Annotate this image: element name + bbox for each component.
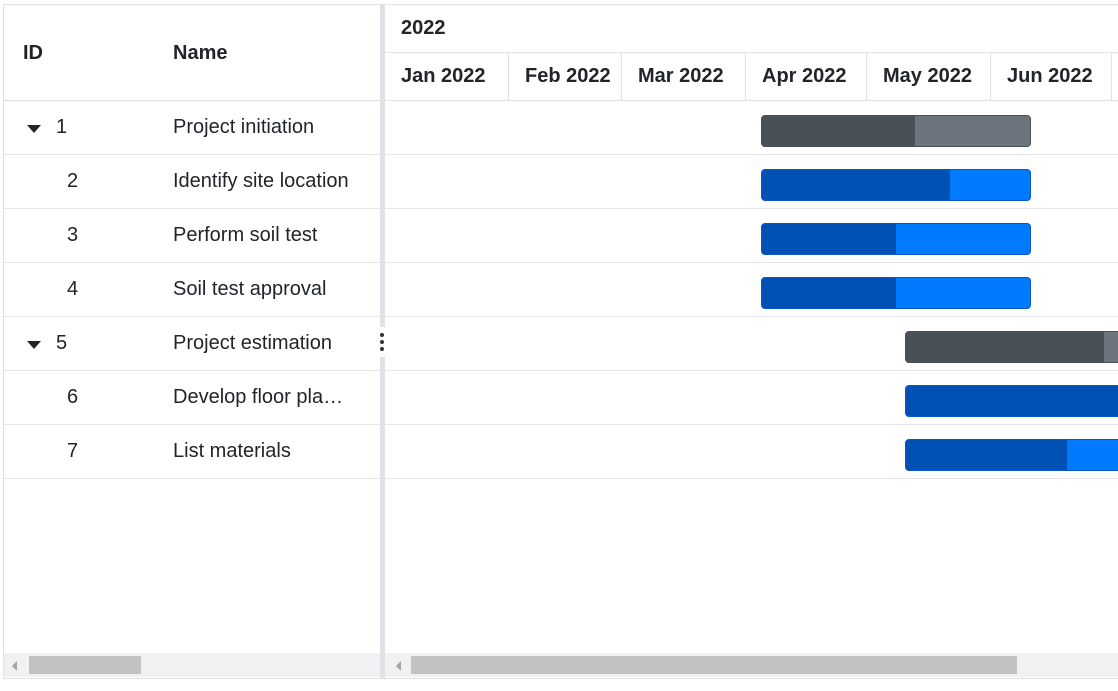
task-bar[interactable] — [905, 385, 1118, 417]
bar-progress — [906, 332, 1105, 362]
bar-progress — [762, 116, 915, 146]
row-name: Perform soil test — [173, 224, 318, 246]
chart-row — [385, 263, 1118, 317]
chart-row — [385, 101, 1118, 155]
scroll-left-arrow-icon[interactable] — [12, 661, 17, 671]
grid-row[interactable]: 1 Project initiation — [4, 101, 380, 155]
chart-row — [385, 371, 1118, 425]
row-id: 5 — [56, 332, 68, 354]
task-bar[interactable] — [761, 223, 1031, 255]
chart-row — [385, 209, 1118, 263]
timeline-scroll-thumb[interactable] — [411, 656, 1017, 674]
timeline-month: Jun 2022 — [991, 53, 1112, 100]
row-name: List materials — [173, 440, 291, 462]
row-id: 6 — [67, 386, 79, 408]
chart-row — [385, 155, 1118, 209]
grid-row[interactable]: 2 Identify site location — [4, 155, 380, 209]
bar-progress — [906, 386, 1118, 416]
timeline-year: 2022 — [401, 17, 446, 39]
row-id: 2 — [67, 170, 79, 192]
row-id: 1 — [56, 116, 68, 138]
grid-row[interactable]: 3 Perform soil test — [4, 209, 380, 263]
collapse-arrow-icon[interactable] — [27, 341, 41, 349]
task-bar[interactable] — [761, 277, 1031, 309]
timeline-month-header: Jan 2022 Feb 2022 Mar 2022 Apr 2022 May … — [385, 53, 1118, 101]
row-id: 7 — [67, 440, 79, 462]
bar-progress — [762, 170, 950, 200]
row-id: 3 — [67, 224, 79, 246]
grid-row[interactable]: 6 Develop floor pla… — [4, 371, 380, 425]
bar-progress — [762, 224, 896, 254]
grid-row[interactable]: 5 Project estimation — [4, 317, 380, 371]
scroll-left-arrow-icon[interactable] — [396, 661, 401, 671]
collapse-arrow-icon[interactable] — [27, 125, 41, 133]
summary-bar[interactable] — [761, 115, 1031, 147]
grid-horizontal-scrollbar[interactable] — [4, 653, 380, 677]
row-name: Soil test approval — [173, 278, 327, 300]
column-header-name[interactable]: Name — [173, 42, 228, 64]
chart-row — [385, 425, 1118, 479]
timeline-month: Jan 2022 — [385, 53, 509, 100]
grid-row[interactable]: 7 List materials — [4, 425, 380, 479]
timeline-month: Apr 2022 — [746, 53, 867, 100]
gantt-chart: ID Name 1 Project initiation 2 Identify … — [3, 4, 1118, 679]
timeline-month: Feb 2022 — [509, 53, 622, 100]
bar-progress — [906, 440, 1068, 470]
grid-row[interactable]: 4 Soil test approval — [4, 263, 380, 317]
task-bar[interactable] — [761, 169, 1031, 201]
timeline-horizontal-scrollbar[interactable] — [385, 653, 1118, 677]
task-grid: ID Name 1 Project initiation 2 Identify … — [4, 5, 380, 678]
timeline-month: May 2022 — [867, 53, 991, 100]
row-name: Identify site location — [173, 170, 349, 192]
grid-scroll-thumb[interactable] — [29, 656, 141, 674]
row-name: Project estimation — [173, 332, 332, 354]
column-header-id[interactable]: ID — [23, 42, 43, 64]
timeline-month: Mar 2022 — [622, 53, 746, 100]
row-name: Develop floor pla… — [173, 386, 344, 408]
row-id: 4 — [67, 278, 79, 300]
bar-progress — [762, 278, 896, 308]
timeline-year-header: 2022 — [385, 5, 1118, 53]
row-name: Project initiation — [173, 116, 315, 138]
task-bar[interactable] — [905, 439, 1118, 471]
chart-row — [385, 317, 1118, 371]
grid-header: ID Name — [4, 5, 380, 101]
gantt-timeline: 2022 Jan 2022 Feb 2022 Mar 2022 Apr 2022… — [385, 5, 1118, 678]
summary-bar[interactable] — [905, 331, 1118, 363]
